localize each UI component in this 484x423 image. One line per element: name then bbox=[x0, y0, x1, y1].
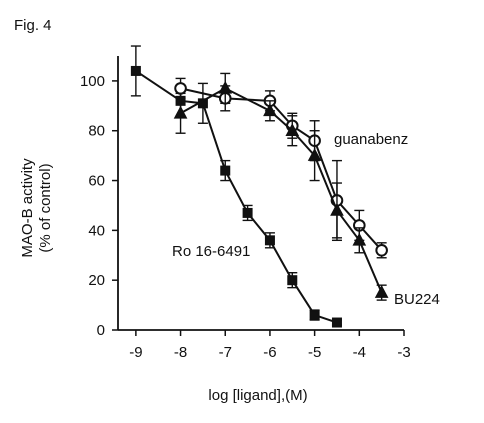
annotations: guanabenz Ro 16-6491 BU224 bbox=[172, 131, 440, 308]
axes bbox=[117, 56, 404, 331]
y-tick-label: 80 bbox=[88, 123, 105, 140]
series-line bbox=[180, 87, 383, 294]
x-tick-label: -9 bbox=[129, 344, 142, 361]
data-point-bu224 bbox=[173, 105, 188, 119]
series-line bbox=[180, 87, 383, 251]
x-tick-label: -6 bbox=[263, 344, 276, 361]
annotation-bu224: BU224 bbox=[394, 291, 440, 308]
y-tick-label: 40 bbox=[88, 222, 105, 239]
data-point-guanabenz bbox=[375, 243, 388, 257]
y-tick-label: 60 bbox=[88, 173, 105, 190]
data-point-ro-16-6491 bbox=[242, 207, 253, 218]
annotation-guanabenz: guanabenz bbox=[334, 131, 408, 148]
x-tick-label: -7 bbox=[219, 344, 232, 361]
y-axis-label-line-2: (% of control) bbox=[37, 163, 54, 252]
x-axis-label: log [ligand],(M) bbox=[208, 387, 307, 404]
data-point-bu224 bbox=[374, 285, 389, 298]
y-tick-label: 20 bbox=[88, 272, 105, 289]
series-ro-16-6491 bbox=[130, 45, 342, 328]
data-point-bu224 bbox=[307, 148, 322, 161]
data-point-ro-16-6491 bbox=[287, 275, 298, 286]
x-tick-label: -8 bbox=[174, 344, 187, 361]
data-point-bu224 bbox=[330, 202, 344, 216]
series-line bbox=[135, 70, 338, 324]
series-layer bbox=[130, 45, 389, 328]
axis-ticks: -9 -8 -7 -6 -5 -4 -3 0 20 40 60 80 100 bbox=[80, 73, 411, 361]
figure-label: Fig. 4 bbox=[14, 17, 52, 34]
data-point-ro-16-6491 bbox=[331, 317, 342, 328]
y-axis-label-line-1: MAO-B activity bbox=[19, 158, 36, 258]
y-tick-label: 0 bbox=[97, 322, 105, 339]
x-tick-label: -5 bbox=[308, 344, 321, 361]
data-point-bu224 bbox=[218, 80, 233, 94]
annotation-ro-16-6491: Ro 16-6491 bbox=[172, 243, 250, 260]
x-tick-label: -3 bbox=[397, 344, 410, 361]
y-tick-label: 100 bbox=[80, 73, 105, 90]
data-point-ro-16-6491 bbox=[264, 235, 275, 246]
data-point-ro-16-6491 bbox=[309, 310, 320, 321]
data-point-bu224 bbox=[263, 103, 277, 117]
data-point-ro-16-6491 bbox=[130, 65, 141, 76]
series-bu224 bbox=[173, 72, 389, 301]
data-point-guanabenz bbox=[174, 82, 187, 95]
data-point-bu224 bbox=[285, 123, 300, 137]
data-point-ro-16-6491 bbox=[220, 165, 231, 176]
x-tick-label: -4 bbox=[353, 344, 366, 361]
data-point-bu224 bbox=[352, 232, 367, 246]
